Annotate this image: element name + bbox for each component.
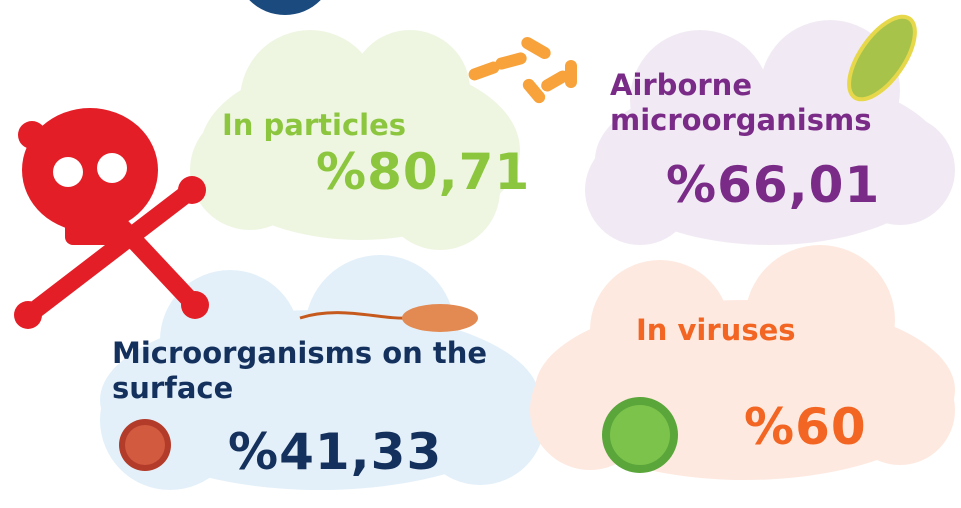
cloud-peach: [530, 245, 955, 480]
virus-green: [602, 397, 678, 473]
skull-crossbones: [14, 108, 209, 329]
stat-value: %60: [744, 397, 867, 458]
stat-label: In particles: [222, 108, 406, 143]
stat-label: In viruses: [636, 313, 796, 348]
page: In particles %80,71 Airborne microorgani…: [0, 0, 961, 508]
stat-value: %41,33: [228, 422, 442, 483]
virus-red: [119, 419, 171, 471]
stat-value: %80,71: [316, 142, 530, 203]
stat-label: Microorganisms on the surface: [112, 336, 532, 407]
logo-circle: [235, 0, 335, 15]
stat-value: %66,01: [666, 155, 880, 216]
stat-label: Airborne microorganisms: [610, 68, 910, 139]
